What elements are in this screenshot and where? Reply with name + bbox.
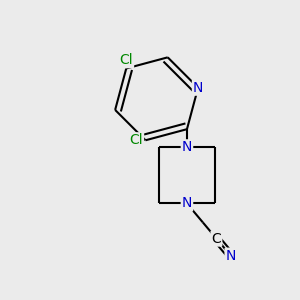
Text: N: N [226, 249, 236, 263]
Text: N: N [193, 81, 203, 95]
Text: Cl: Cl [129, 133, 143, 147]
Text: C: C [212, 232, 221, 246]
Text: N: N [182, 196, 192, 211]
Text: Cl: Cl [119, 53, 133, 67]
Text: N: N [182, 140, 192, 154]
